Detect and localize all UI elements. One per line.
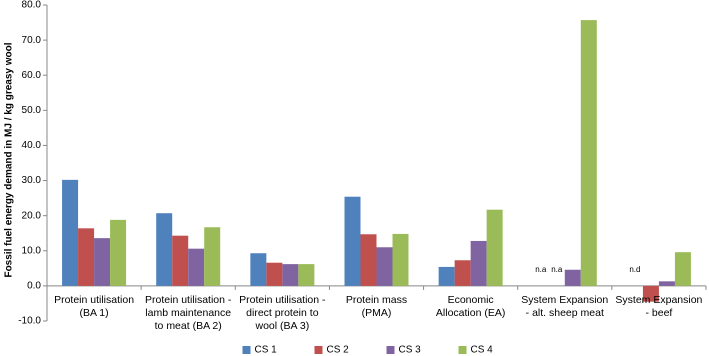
bar	[188, 248, 205, 286]
x-tick-label: Protein utilisation - direct protein to …	[239, 293, 326, 332]
bar	[298, 264, 315, 286]
bar	[376, 247, 393, 286]
y-tick-label: 10.0	[22, 245, 42, 256]
y-tick-label: 60.0	[22, 70, 42, 81]
legend-swatch	[458, 346, 467, 354]
bar	[674, 252, 691, 286]
legend-label: CS 4	[471, 345, 494, 356]
annotation: n.a	[551, 265, 563, 274]
annotation: n.a	[535, 265, 547, 274]
y-tick-label: -10.0	[18, 316, 41, 327]
legend-swatch	[242, 346, 251, 354]
x-tick-label: Protein mass (PMA)	[345, 293, 408, 319]
x-tick-label: Protein utilisation - lamb maintenance t…	[145, 293, 232, 332]
bar	[470, 240, 487, 286]
y-tick-label: 30.0	[22, 175, 42, 186]
y-tick-label: 50.0	[22, 105, 42, 116]
bar	[658, 281, 675, 286]
legend-swatch	[314, 346, 323, 354]
legend-swatch	[386, 346, 395, 354]
bar	[564, 269, 581, 286]
bar	[110, 219, 127, 286]
annotation: n.d	[629, 265, 640, 274]
bar	[360, 234, 377, 286]
bar	[78, 228, 95, 286]
bar	[156, 213, 173, 286]
x-tick-label: System Expansion - alt. sheep meat	[521, 293, 609, 319]
bar	[172, 235, 189, 286]
x-tick-label: Economic Allocation (EA)	[435, 293, 506, 319]
legend-label: CS 2	[327, 345, 350, 356]
bar	[580, 20, 597, 286]
bar	[454, 260, 471, 286]
bar	[282, 264, 299, 286]
bar	[642, 285, 659, 302]
bar	[94, 238, 111, 286]
y-tick-label: 0.0	[27, 281, 41, 292]
bar	[204, 227, 221, 286]
bar	[250, 253, 267, 286]
y-tick-label: 80.0	[22, 0, 42, 11]
y-axis-label: Fossil fuel energy demand in MJ / kg gre…	[4, 42, 15, 277]
y-tick-label: 70.0	[22, 35, 42, 46]
legend-label: CS 1	[255, 345, 278, 356]
bar	[392, 233, 409, 286]
legend-label: CS 3	[399, 345, 422, 356]
y-tick-label: 40.0	[22, 140, 42, 151]
bar	[344, 196, 361, 286]
y-tick-label: 20.0	[22, 210, 42, 221]
bar	[266, 262, 283, 286]
x-tick-label: System Expansion - beef	[615, 293, 703, 319]
bar	[486, 209, 503, 286]
bar	[62, 179, 79, 286]
bar	[438, 266, 455, 286]
x-tick-label: Protein utilisation (BA 1)	[54, 293, 135, 319]
